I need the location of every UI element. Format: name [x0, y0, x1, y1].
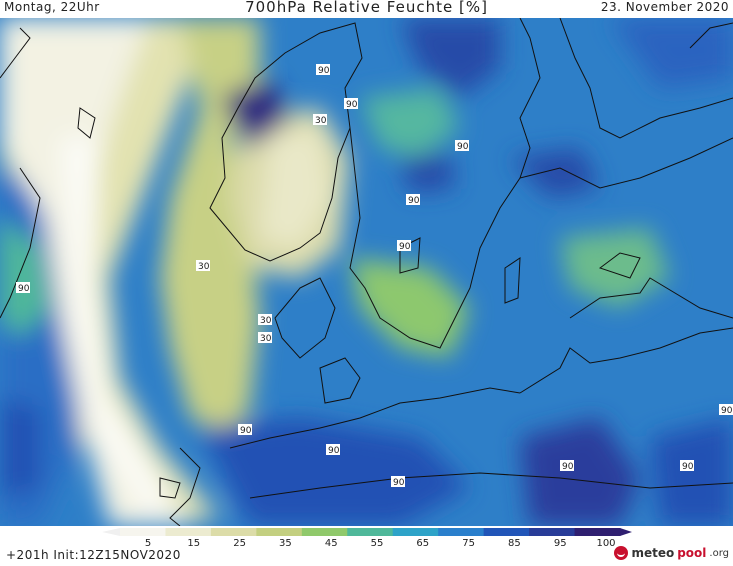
svg-text:90: 90	[562, 462, 574, 472]
colorbar-tick-label: 5	[145, 538, 151, 548]
colorbar-segment	[483, 528, 530, 536]
contour-label: 30	[313, 114, 327, 126]
map-title: 700hPa Relative Feuchte [%]	[245, 0, 488, 16]
contour-label: 90	[397, 240, 411, 252]
colorbar-segment	[256, 528, 303, 536]
contour-label: 90	[560, 460, 574, 472]
colorbar-segments	[102, 528, 632, 536]
contour-label: 30	[258, 332, 272, 344]
colorbar-tick-label: 45	[325, 538, 338, 548]
contour-label: 90	[238, 424, 252, 436]
contour-labels: 90 90 30 90 90 90 30 90 30 30 90 90 90 9…	[16, 64, 733, 488]
colorbar-right-arrow	[620, 528, 632, 536]
forecast-time-label: Montag, 22Uhr	[4, 0, 100, 14]
colorbar-segment	[347, 528, 394, 536]
colorbar-segment	[438, 528, 485, 536]
contour-label: 30	[258, 314, 272, 326]
colorbar-segment	[529, 528, 576, 536]
svg-text:90: 90	[18, 284, 30, 294]
contour-label: 30	[196, 260, 210, 272]
logo-text-meteo: meteo	[631, 546, 675, 560]
meteopool-logo[interactable]: meteo pool .org	[614, 546, 729, 560]
svg-text:90: 90	[240, 426, 252, 436]
contour-label: 90	[455, 140, 469, 152]
contour-label: 90	[719, 404, 733, 416]
svg-text:90: 90	[721, 406, 733, 416]
logo-text-pool: pool	[677, 546, 707, 560]
svg-text:90: 90	[346, 100, 358, 110]
map-footer: 5 15 25 35 45 55 65 75 85 95 100 +201h Init:12Z15N…	[0, 526, 733, 566]
colorbar-tick-label: 100	[596, 538, 615, 548]
colorbar-tick-label: 25	[233, 538, 246, 548]
contour-label: 90	[326, 444, 340, 456]
colorbar-tick-label: 35	[279, 538, 292, 548]
contour-label: 90	[16, 282, 30, 294]
colorbar-tick-label: 75	[462, 538, 475, 548]
svg-text:30: 30	[260, 316, 272, 326]
svg-text:90: 90	[328, 446, 340, 456]
map-canvas: 90 90 30 90 90 90 30 90 30 30 90 90 90 9…	[0, 18, 733, 526]
svg-text:90: 90	[318, 66, 330, 76]
colorbar-segment	[210, 528, 257, 536]
svg-text:90: 90	[393, 478, 405, 488]
colorbar-segment	[120, 528, 166, 536]
map-header: Montag, 22Uhr 700hPa Relative Feuchte [%…	[0, 0, 733, 18]
contour-label: 90	[344, 98, 358, 110]
meteopool-logo-icon	[614, 546, 629, 560]
colorbar-tick-label: 95	[554, 538, 567, 548]
svg-text:30: 30	[260, 334, 272, 344]
colorbar-tick-label: 15	[187, 538, 200, 548]
svg-text:30: 30	[198, 262, 210, 272]
svg-text:90: 90	[399, 242, 411, 252]
colorbar-segment	[574, 528, 621, 536]
logo-text-org: .org	[709, 547, 729, 559]
forecast-date-label: 23. November 2020	[600, 0, 729, 14]
humidity-field	[0, 18, 733, 526]
svg-text:90: 90	[408, 196, 420, 206]
colorbar: 5 15 25 35 45 55 65 75 85 95 100	[102, 528, 632, 548]
colorbar-ticks: 5 15 25 35 45 55 65 75 85 95 100	[145, 538, 616, 548]
colorbar-segment	[392, 528, 439, 536]
coastlines	[0, 18, 733, 526]
colorbar-segment	[165, 528, 212, 536]
colorbar-segment	[301, 528, 348, 536]
svg-text:90: 90	[682, 462, 694, 472]
colorbar-tick-label: 85	[508, 538, 521, 548]
contour-label: 90	[316, 64, 330, 76]
svg-text:30: 30	[315, 116, 327, 126]
colorbar-tick-label: 55	[371, 538, 384, 548]
svg-text:90: 90	[457, 142, 469, 152]
init-time-label: +201h Init:12Z15NOV2020	[6, 548, 181, 562]
humidity-map: 90 90 30 90 90 90 30 90 30 30 90 90 90 9…	[0, 18, 733, 526]
contour-label: 90	[406, 194, 420, 206]
colorbar-left-arrow	[102, 528, 120, 536]
contour-label: 90	[391, 476, 405, 488]
contour-label: 90	[680, 460, 694, 472]
colorbar-tick-label: 65	[416, 538, 429, 548]
